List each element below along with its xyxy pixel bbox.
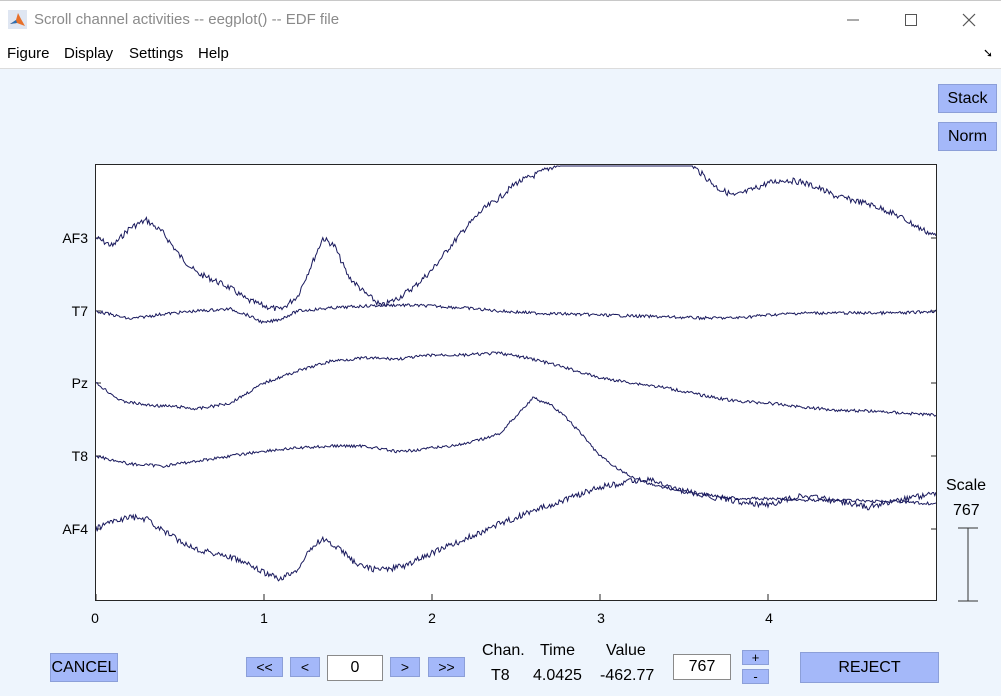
chan-header: Chan. — [482, 642, 525, 659]
matlab-icon — [8, 10, 27, 29]
minimize-icon — [847, 19, 859, 21]
x-tick-label-3: 3 — [597, 610, 605, 626]
trace-af4 — [96, 476, 936, 582]
menu-help[interactable]: Help — [198, 45, 229, 62]
stack-button[interactable]: Stack — [938, 84, 997, 113]
scale-bar-icon — [958, 527, 978, 602]
trace-af3 — [96, 165, 936, 312]
maximize-icon — [905, 14, 917, 26]
menu-figure[interactable]: Figure — [7, 45, 50, 62]
scale-up-button[interactable]: + — [742, 650, 769, 665]
cancel-button[interactable]: CANCEL — [50, 653, 118, 682]
close-button[interactable] — [940, 1, 998, 39]
channel-label-t7: T7 — [71, 303, 88, 319]
scale-label: Scale — [946, 477, 987, 494]
channel-label-pz: Pz — [71, 375, 88, 391]
trace-t7 — [96, 303, 936, 325]
scale-value: 767 — [953, 502, 980, 519]
x-tick-label-1: 1 — [260, 610, 268, 626]
title-bar: Scroll channel activities -- eegplot() -… — [0, 0, 1001, 38]
reject-button[interactable]: REJECT — [800, 652, 939, 683]
scale-input[interactable]: 767 — [673, 654, 731, 680]
menu-display[interactable]: Display — [64, 45, 114, 62]
time-header: Time — [540, 642, 575, 659]
scale-down-button[interactable]: - — [742, 669, 769, 684]
value-header: Value — [606, 642, 646, 659]
maximize-button[interactable] — [882, 1, 940, 39]
x-tick-label-4: 4 — [765, 610, 773, 626]
first-page-button[interactable]: << — [246, 657, 283, 677]
last-page-button[interactable]: >> — [428, 657, 465, 677]
time-readout: 4.0425 — [533, 667, 582, 684]
close-icon — [962, 13, 976, 27]
trace-pz — [96, 351, 936, 417]
channel-label-af3: AF3 — [62, 230, 88, 246]
position-input[interactable]: 0 — [327, 655, 383, 681]
dock-arrow-icon[interactable]: ➘ — [982, 46, 993, 60]
minimize-button[interactable] — [824, 1, 882, 39]
chan-readout: T8 — [491, 667, 510, 684]
window-title: Scroll channel activities -- eegplot() -… — [34, 11, 340, 28]
next-page-button[interactable]: > — [390, 657, 420, 677]
trace-t8 — [96, 396, 936, 506]
menu-settings[interactable]: Settings — [129, 45, 184, 62]
menu-bar: Figure Display Settings Help ➘ — [0, 38, 1001, 69]
eeg-plot[interactable] — [95, 164, 937, 601]
prev-page-button[interactable]: < — [290, 657, 320, 677]
channel-label-t8: T8 — [71, 448, 88, 464]
x-tick-label-2: 2 — [428, 610, 436, 626]
norm-button[interactable]: Norm — [938, 122, 997, 151]
x-tick-label-0: 0 — [91, 610, 99, 626]
eeg-plot-svg — [96, 165, 936, 600]
value-readout: -462.77 — [600, 667, 655, 684]
channel-label-af4: AF4 — [62, 521, 88, 537]
